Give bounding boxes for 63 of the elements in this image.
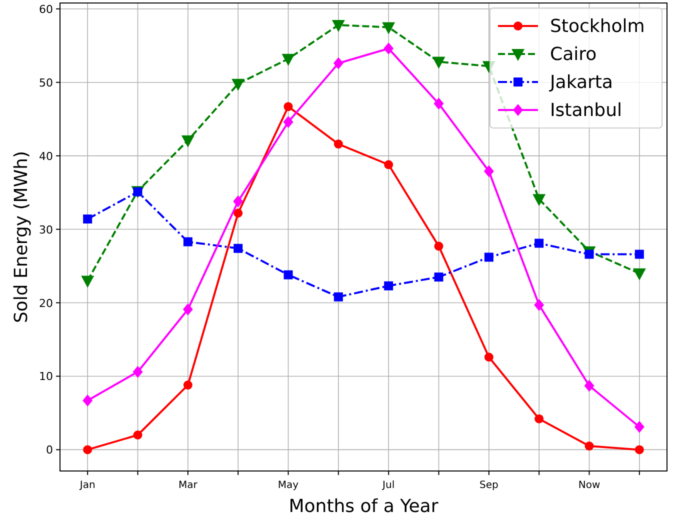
point bbox=[534, 238, 544, 248]
point bbox=[282, 54, 295, 66]
point bbox=[434, 98, 444, 110]
point bbox=[584, 442, 594, 451]
y-tick-label: 60 bbox=[39, 2, 53, 16]
y-tick-label: 40 bbox=[39, 150, 53, 163]
x-tick-label: May bbox=[278, 480, 299, 491]
x-axis-title: Months of a Year bbox=[288, 496, 439, 517]
y-tick-label: 30 bbox=[39, 223, 53, 236]
point bbox=[232, 78, 245, 91]
point bbox=[83, 214, 92, 224]
point bbox=[183, 237, 192, 246]
x-tick-label: Now bbox=[578, 480, 600, 491]
point bbox=[133, 430, 142, 440]
point bbox=[632, 268, 646, 280]
point bbox=[81, 276, 94, 288]
point bbox=[181, 135, 194, 148]
legend-label: Jakarta bbox=[549, 72, 613, 93]
y-axis-title: Sold Energy (MWh) bbox=[11, 150, 32, 324]
point bbox=[234, 244, 243, 253]
y-tick-label: 10 bbox=[39, 370, 53, 384]
point bbox=[534, 414, 544, 424]
x-tick-label: Mar bbox=[178, 480, 198, 491]
point bbox=[183, 380, 192, 390]
point bbox=[283, 116, 294, 128]
legend-label: Cairo bbox=[550, 44, 597, 65]
point bbox=[434, 242, 444, 251]
point bbox=[334, 140, 343, 149]
point bbox=[382, 22, 396, 34]
legend-label: Istanbul bbox=[550, 100, 622, 121]
point bbox=[584, 250, 594, 259]
point bbox=[384, 160, 394, 170]
point bbox=[334, 292, 343, 302]
point bbox=[132, 366, 143, 378]
point bbox=[432, 56, 446, 69]
point bbox=[384, 42, 394, 55]
point bbox=[634, 420, 644, 433]
point bbox=[233, 195, 244, 208]
point bbox=[584, 380, 594, 392]
x-tick-label: Jan bbox=[78, 480, 96, 491]
point bbox=[82, 394, 93, 406]
point bbox=[182, 303, 193, 316]
legend-label: Stockholm bbox=[550, 16, 645, 37]
point bbox=[534, 298, 544, 311]
point bbox=[532, 194, 546, 206]
point bbox=[384, 281, 394, 290]
point bbox=[234, 208, 243, 218]
y-tick-label: 0 bbox=[46, 444, 53, 457]
point bbox=[284, 102, 293, 112]
point bbox=[634, 250, 644, 259]
point bbox=[484, 165, 494, 178]
point bbox=[434, 272, 444, 282]
y-tick-label: 20 bbox=[39, 296, 53, 310]
y-tick-label: 50 bbox=[39, 76, 53, 90]
x-tick-label: Sep bbox=[479, 480, 498, 491]
point bbox=[284, 270, 293, 280]
point bbox=[484, 352, 494, 362]
point bbox=[333, 57, 344, 70]
point bbox=[634, 445, 644, 454]
point bbox=[484, 252, 494, 262]
x-tick-label: Jul bbox=[382, 480, 395, 491]
point bbox=[83, 445, 92, 454]
point bbox=[332, 20, 345, 32]
